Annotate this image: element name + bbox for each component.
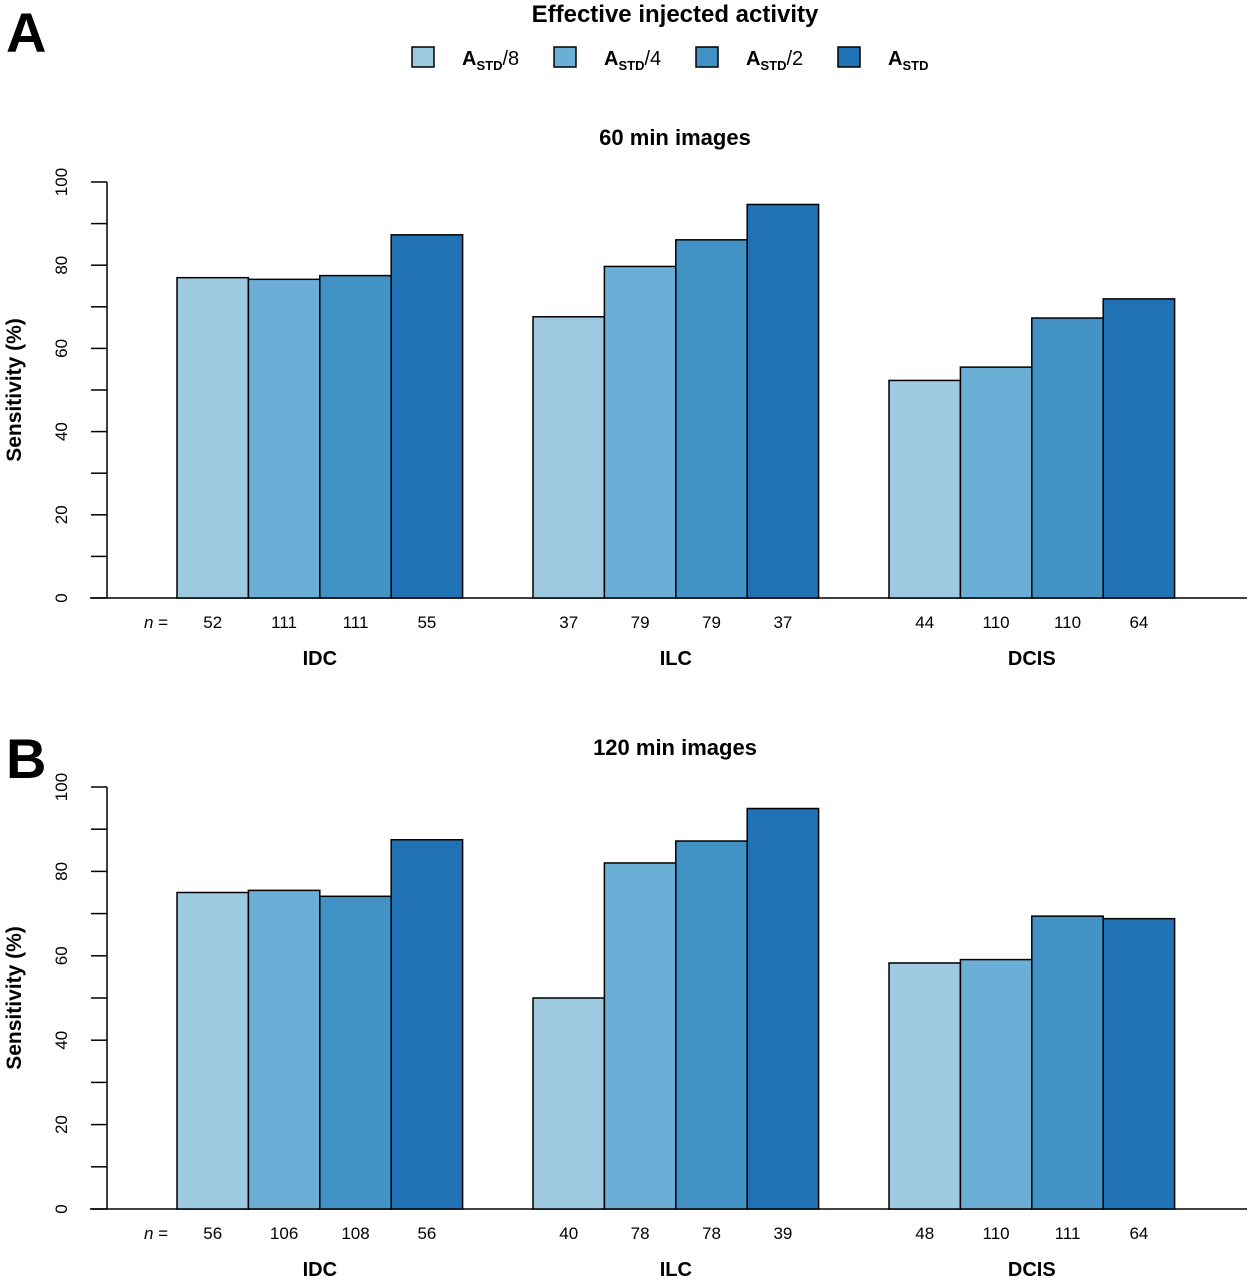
bar-dcis-3	[1031, 915, 1104, 1210]
panel-label-a: A	[6, 1, 46, 64]
n-count-label: 64	[1129, 1224, 1148, 1243]
n-count-label: 110	[983, 1224, 1010, 1243]
n-count-label: 39	[773, 1224, 792, 1243]
bar-idc-2	[247, 889, 321, 1210]
legend-swatch	[695, 46, 719, 68]
n-count-label: 106	[270, 1224, 298, 1243]
n-count-label: 110	[1054, 613, 1081, 632]
bar-idc-3	[319, 274, 392, 599]
legend-swatch	[553, 46, 577, 68]
n-label: n =	[144, 613, 168, 632]
legend-label: ASTD/2	[746, 48, 803, 73]
bar-dcis-2	[959, 366, 1033, 599]
bar-dcis-4	[1102, 917, 1176, 1210]
legend-title: Effective injected activity	[532, 1, 819, 28]
category-label-ilc: ILC	[660, 1259, 692, 1280]
y-tick-label: 40	[52, 422, 71, 441]
category-label-ilc: ILC	[660, 648, 692, 670]
bar-idc-1	[176, 891, 250, 1210]
bar-ilc-4	[746, 807, 820, 1210]
legend-label: ASTD/8	[462, 48, 519, 73]
n-count-label: 44	[915, 613, 934, 632]
bar-dcis-1	[888, 379, 962, 599]
n-count-label: 79	[631, 613, 650, 632]
bar-ilc-1	[532, 316, 606, 599]
n-count-label: 37	[773, 613, 792, 632]
legend-item: ASTD/2	[695, 46, 803, 73]
y-axis-label: Sensitivity (%)	[3, 926, 26, 1070]
legend-item: ASTD/4	[553, 46, 661, 73]
n-count-label: 78	[631, 1224, 650, 1243]
chart-title: 120 min images	[593, 735, 757, 760]
bar-dcis-2	[959, 958, 1033, 1210]
n-label: n =	[144, 1224, 168, 1243]
y-tick-label: 0	[52, 1204, 71, 1213]
n-count-label: 108	[341, 1224, 369, 1243]
n-count-label: 56	[203, 1224, 222, 1243]
bar-dcis-4	[1102, 298, 1176, 599]
n-count-label: 79	[702, 613, 721, 632]
n-count-label: 40	[559, 1224, 578, 1243]
y-tick-label: 80	[52, 256, 71, 275]
n-count-label: 64	[1129, 613, 1148, 632]
category-label-dcis: DCIS	[1008, 648, 1056, 670]
legend-swatch	[837, 46, 861, 68]
y-tick-label: 100	[52, 773, 71, 801]
panel-label-b: B	[6, 727, 46, 790]
legend: ASTD/8 ASTD/4 ASTD/2 ASTD	[411, 46, 928, 73]
bar-ilc-2	[603, 265, 677, 599]
legend-label: ASTD	[888, 48, 928, 73]
category-label-idc: IDC	[303, 1259, 337, 1280]
y-tick-label: 0	[52, 593, 71, 602]
bar-dcis-1	[888, 962, 962, 1210]
bar-ilc-2	[603, 862, 677, 1210]
bar-ilc-4	[746, 203, 820, 599]
bar-ilc-3	[675, 840, 748, 1210]
legend-item: ASTD/8	[411, 46, 519, 73]
category-label-dcis: DCIS	[1008, 1259, 1056, 1280]
y-tick-label: 20	[52, 505, 71, 524]
chart-120-min: 120 min images Sensitivity (%) 0 20 40 60 80…	[3, 735, 1247, 1280]
bar-idc-2	[247, 278, 321, 599]
bar-idc-1	[176, 276, 250, 599]
y-tick-label: 40	[52, 1031, 71, 1050]
y-axis-label: Sensitivity (%)	[3, 318, 26, 462]
bar-idc-4	[390, 839, 464, 1210]
bar-idc-3	[319, 895, 392, 1210]
y-tick-label: 60	[52, 946, 71, 965]
y-tick-label: 100	[52, 168, 71, 196]
n-count-label: 111	[1055, 1224, 1081, 1243]
y-tick-label: 80	[52, 862, 71, 881]
legend-label: ASTD/4	[604, 48, 661, 73]
chart-60-min: 60 min images Sensitivity (%) 0 20 40 60 80 1…	[3, 125, 1247, 670]
y-tick-label: 20	[52, 1115, 71, 1134]
n-count-label: 55	[417, 613, 436, 632]
bar-ilc-3	[675, 239, 748, 599]
n-count-label: 56	[417, 1224, 436, 1243]
n-count-label: 110	[983, 613, 1010, 632]
bar-dcis-3	[1031, 317, 1104, 599]
bar-idc-4	[390, 234, 464, 599]
n-count-label: 48	[915, 1224, 934, 1243]
n-count-label: 78	[702, 1224, 721, 1243]
chart-title: 60 min images	[599, 125, 751, 150]
n-count-label: 37	[559, 613, 578, 632]
n-count-label: 52	[203, 613, 222, 632]
y-tick-label: 60	[52, 339, 71, 358]
legend-swatch	[411, 46, 435, 68]
category-label-idc: IDC	[303, 648, 337, 670]
bar-ilc-1	[532, 997, 606, 1210]
legend-item: ASTD	[837, 46, 928, 73]
n-count-label: 111	[271, 613, 297, 632]
n-count-label: 111	[343, 613, 369, 632]
